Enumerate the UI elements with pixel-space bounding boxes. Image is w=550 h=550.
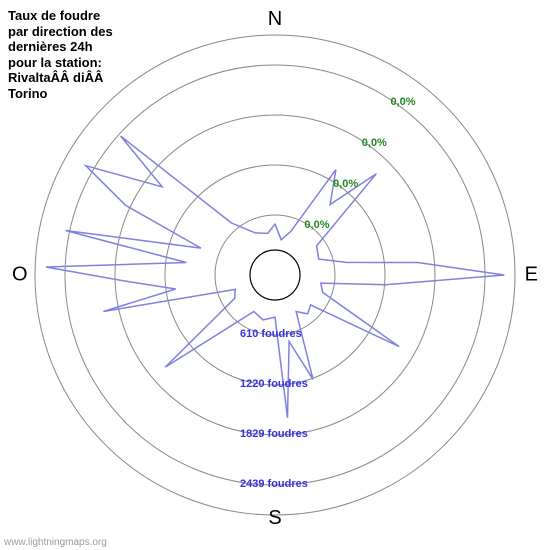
- ring-label-percent: 0,0%: [362, 137, 387, 149]
- cardinal-north: N: [268, 8, 282, 31]
- chart-container: Taux de foudre par direction des dernièr…: [0, 0, 550, 550]
- cardinal-east: E: [525, 264, 538, 287]
- cardinal-south: S: [268, 507, 281, 530]
- chart-title: Taux de foudre par direction des dernièr…: [8, 8, 118, 102]
- ring-label-percent: 0,0%: [304, 219, 329, 231]
- ring-label-foudres: 1220 foudres: [240, 378, 308, 390]
- ring-label-foudres: 610 foudres: [240, 328, 302, 340]
- ring-label-percent: 0,0%: [390, 96, 415, 108]
- inner-circle: [250, 250, 300, 300]
- ring-label-percent: 0,0%: [333, 178, 358, 190]
- ring-label-foudres: 2439 foudres: [240, 478, 308, 490]
- ring-label-foudres: 1829 foudres: [240, 428, 308, 440]
- footer-attribution: www.lightningmaps.org: [4, 537, 107, 548]
- cardinal-west: O: [12, 264, 28, 287]
